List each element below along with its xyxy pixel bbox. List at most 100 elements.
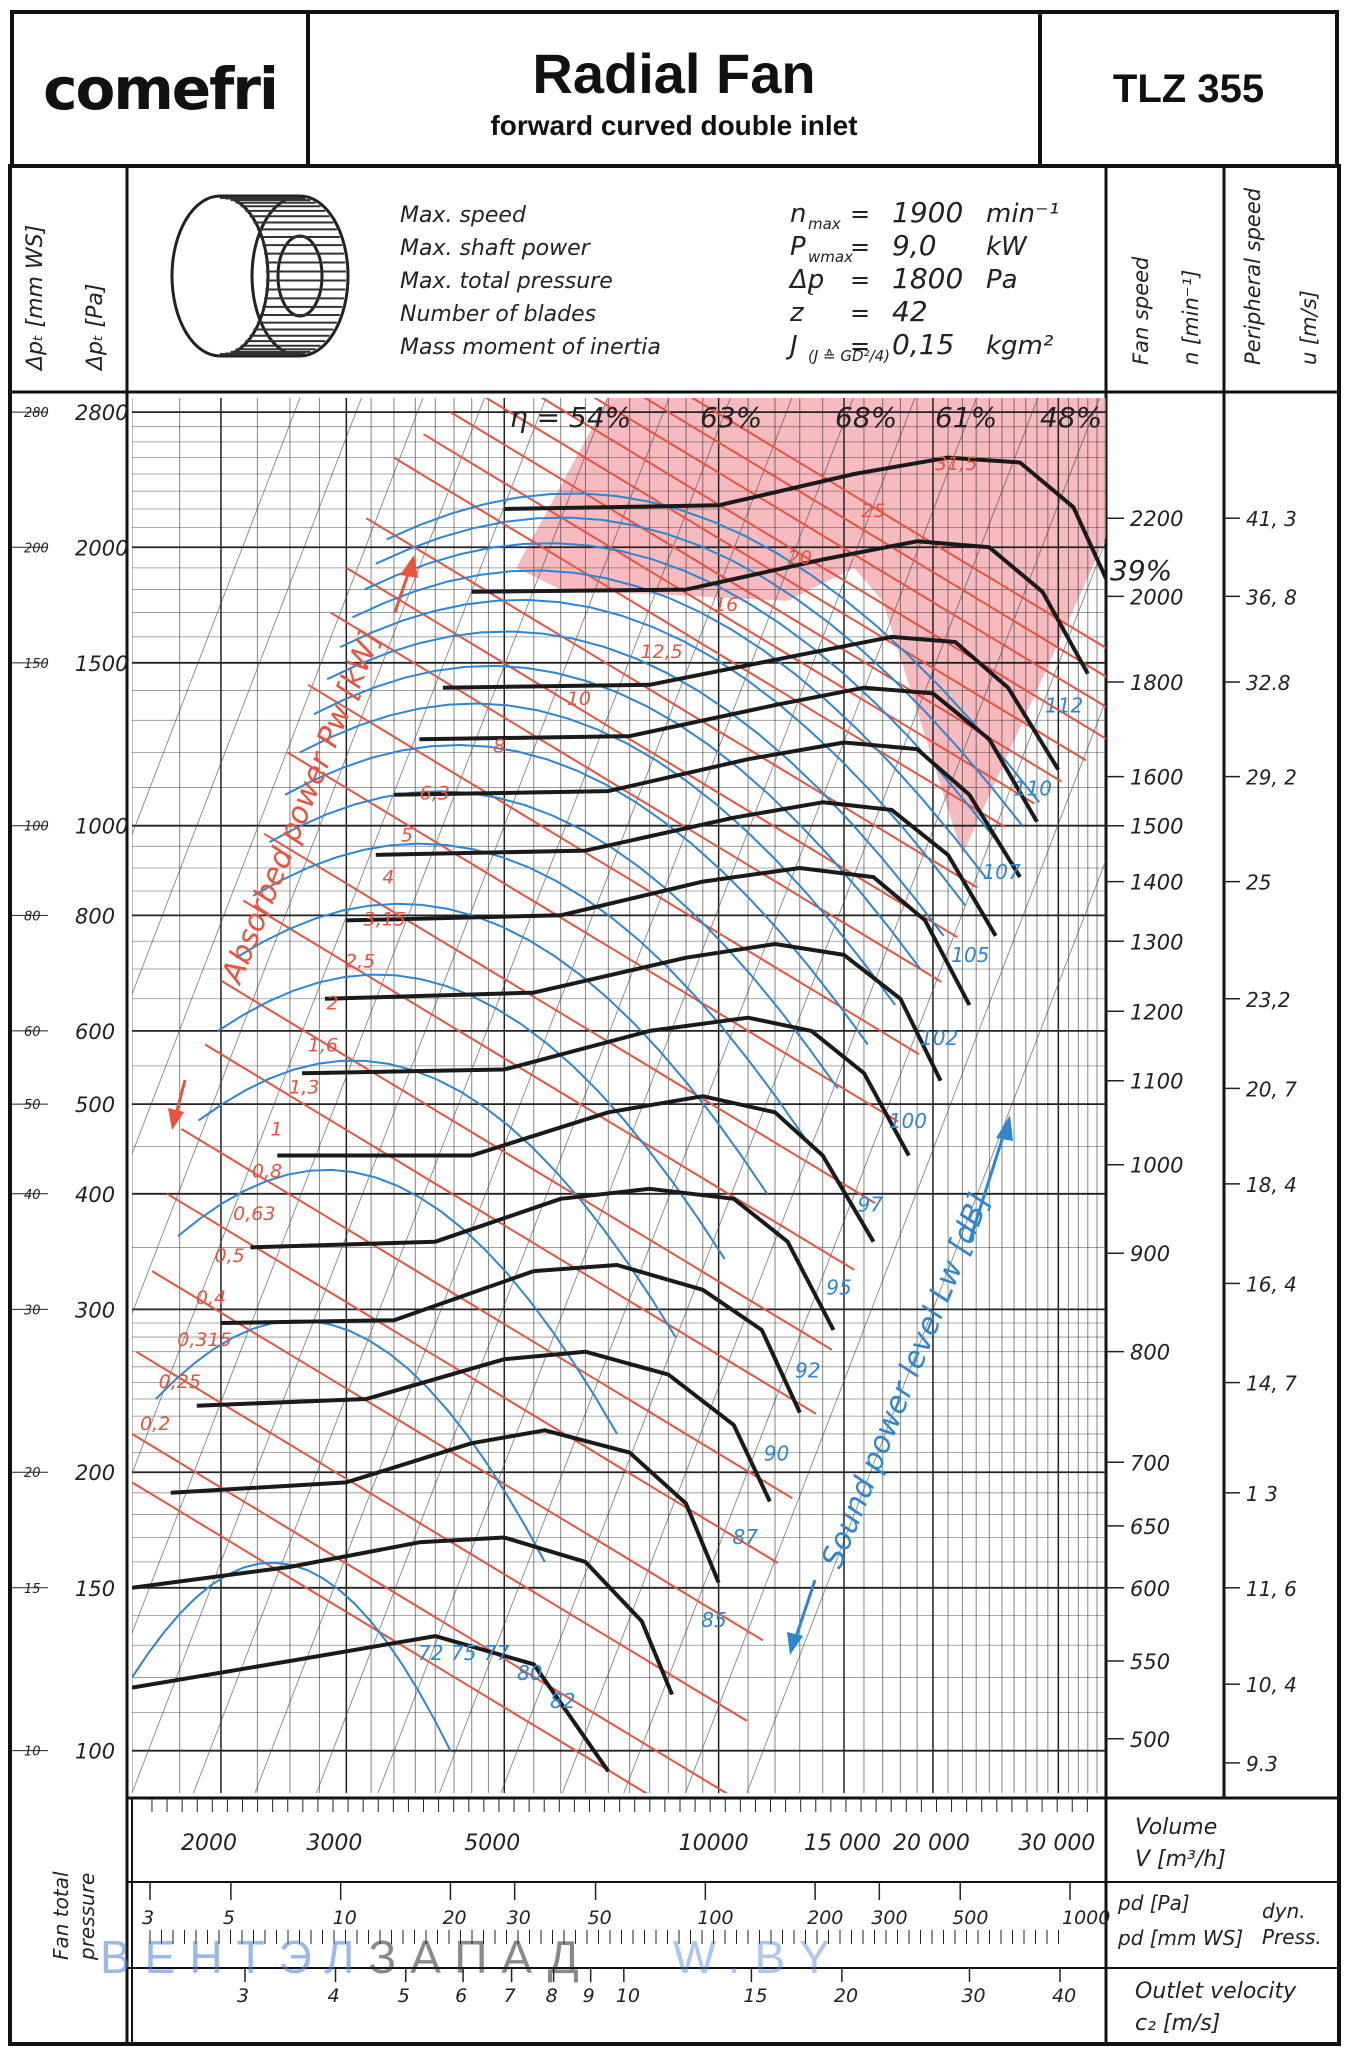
- peripheral-tick-label: 29, 2: [1246, 766, 1297, 790]
- sound-line: [235, 902, 769, 1195]
- fan-speed-title: Fan speed: [1129, 256, 1153, 365]
- sound-label: 95: [826, 1275, 851, 1299]
- pd-tick-label: 1000: [1062, 1907, 1110, 1929]
- spec-unit: min⁻¹: [986, 199, 1059, 229]
- speed-tick-label: 1500: [1130, 815, 1183, 839]
- peripheral-tick-label: 32.8: [1246, 671, 1291, 695]
- sound-arrow-icon: [787, 1115, 1013, 1655]
- efficiency-label: 48%: [1040, 401, 1102, 434]
- spec-value: 42: [892, 295, 928, 328]
- speed-tick-label: 2200: [1130, 507, 1183, 531]
- system-line: [623, 539, 1106, 1793]
- efficiency-label: 39%: [1110, 554, 1172, 587]
- sound-line: [269, 790, 839, 1089]
- press-label: Press.: [1262, 1925, 1322, 1949]
- power-line: [449, 411, 1062, 783]
- pd-tick-label: 3: [142, 1907, 154, 1929]
- spec-symbol: z: [789, 298, 805, 328]
- y-tick-label-mmws: 20: [24, 1466, 41, 1481]
- spec-symbol-sub: t: [808, 281, 815, 299]
- power-label: 1,6: [308, 1035, 338, 1057]
- x-tick-label: 2000: [181, 1831, 237, 1856]
- power-line: [365, 517, 978, 889]
- c2-tick-label: 15: [743, 1985, 767, 2007]
- peripheral-tick-label: 16, 4: [1246, 1272, 1297, 1296]
- power-label: 0,315: [177, 1329, 231, 1351]
- system-line: [132, 398, 424, 1156]
- speed-curve: [471, 539, 1090, 675]
- x-tick-label: 20 000: [893, 1831, 970, 1856]
- efficiency-label: 61%: [935, 401, 997, 434]
- pa-axis-title: Δpₜ [Pa]: [83, 284, 108, 372]
- volume-unit: V [m³/h]: [1135, 1847, 1226, 1872]
- watermark: ВЕНТЭЛЗАПАД W.BY: [100, 1930, 844, 1984]
- outlet-velocity-title: Outlet velocity: [1135, 1979, 1297, 2004]
- spec-label: Number of blades: [400, 302, 596, 327]
- spec-label: Max. total pressure: [400, 269, 613, 294]
- y-tick-label-pa: 800: [75, 904, 115, 928]
- x-tick-label: 3000: [306, 1831, 362, 1856]
- sound-label: 97: [858, 1192, 884, 1216]
- peripheral-tick-label: 18, 4: [1246, 1173, 1297, 1197]
- power-label: 6,3: [420, 782, 450, 804]
- c2-tick-label: 7: [504, 1985, 516, 2007]
- sound-label: 90: [764, 1442, 789, 1466]
- chart-labels: 1001502003004005006008001000150020002800…: [12, 401, 1297, 1776]
- power-line: [593, 398, 1106, 708]
- power-label: 31,5: [935, 453, 977, 475]
- pd-tick-label: 5: [223, 1907, 235, 1929]
- power-line: [166, 1192, 779, 1564]
- speed-curve: [442, 634, 1061, 771]
- sound-label: 100: [889, 1109, 927, 1133]
- c2-tick-label: 5: [398, 1985, 410, 2007]
- power-arrow-icon: [168, 555, 418, 1130]
- speed-curve: [196, 1349, 772, 1503]
- sound-line: [252, 842, 806, 1139]
- power-line: [132, 1433, 728, 1793]
- speed-tick-label: 650: [1130, 1515, 1170, 1539]
- pd-mmws-label: pd [mm WS]: [1117, 1926, 1243, 1950]
- system-line: [132, 398, 362, 996]
- speed-curve: [132, 1535, 674, 1696]
- y-tick-label-pa: 1000: [75, 815, 128, 839]
- system-line: [132, 398, 670, 1793]
- spec-symbol: P: [790, 232, 806, 262]
- y-tick-label-mmws: 30: [24, 1303, 41, 1318]
- system-line: [561, 398, 1100, 1793]
- power-label: 10: [567, 688, 591, 710]
- system-line: [746, 858, 1106, 1793]
- sound-line: [299, 702, 897, 1006]
- sound-line: [386, 492, 1040, 803]
- spec-value: 1800: [892, 262, 963, 295]
- efficiency-label: η = 54%: [510, 401, 631, 434]
- c2-tick-label: 3: [237, 1985, 249, 2007]
- speed-curve: [170, 1428, 721, 1584]
- speed-curve: [220, 1263, 802, 1414]
- y-tick-label-mmws: 15: [24, 1582, 41, 1597]
- speed-tick-label: 1800: [1130, 671, 1183, 695]
- power-label: 8: [493, 735, 505, 757]
- y-tick-label-mmws: 280: [24, 406, 49, 421]
- speed-curves: [132, 455, 1106, 1773]
- model-name: TLZ 355: [1112, 66, 1265, 111]
- power-label: 25: [861, 500, 885, 522]
- power-line: [540, 398, 1106, 740]
- sound-line: [363, 542, 1006, 852]
- peripheral-tick-label: 20, 7: [1246, 1077, 1297, 1101]
- peripheral-tick-label: 10, 4: [1246, 1673, 1297, 1697]
- speed-curve: [132, 1634, 610, 1773]
- power-label: 0,2: [140, 1413, 170, 1435]
- power-label: 0,25: [159, 1371, 201, 1393]
- sound-level-lines: [132, 492, 1040, 1752]
- c2-tick-label: 6: [455, 1985, 467, 2007]
- y-tick-label-mmws: 50: [24, 1098, 41, 1113]
- y-tick-label-pa: 200: [75, 1461, 115, 1485]
- sound-label: 80: [517, 1661, 542, 1685]
- speed-tick-label: 1300: [1130, 930, 1183, 954]
- sound-label: 105: [951, 943, 989, 967]
- speed-tick-label: 900: [1130, 1242, 1170, 1266]
- spec-label: Max. speed: [400, 203, 527, 228]
- mmws-axis-title: Δpₜ [mm WS]: [23, 225, 48, 372]
- power-label: 2: [326, 993, 338, 1015]
- speed-curve: [419, 685, 1039, 823]
